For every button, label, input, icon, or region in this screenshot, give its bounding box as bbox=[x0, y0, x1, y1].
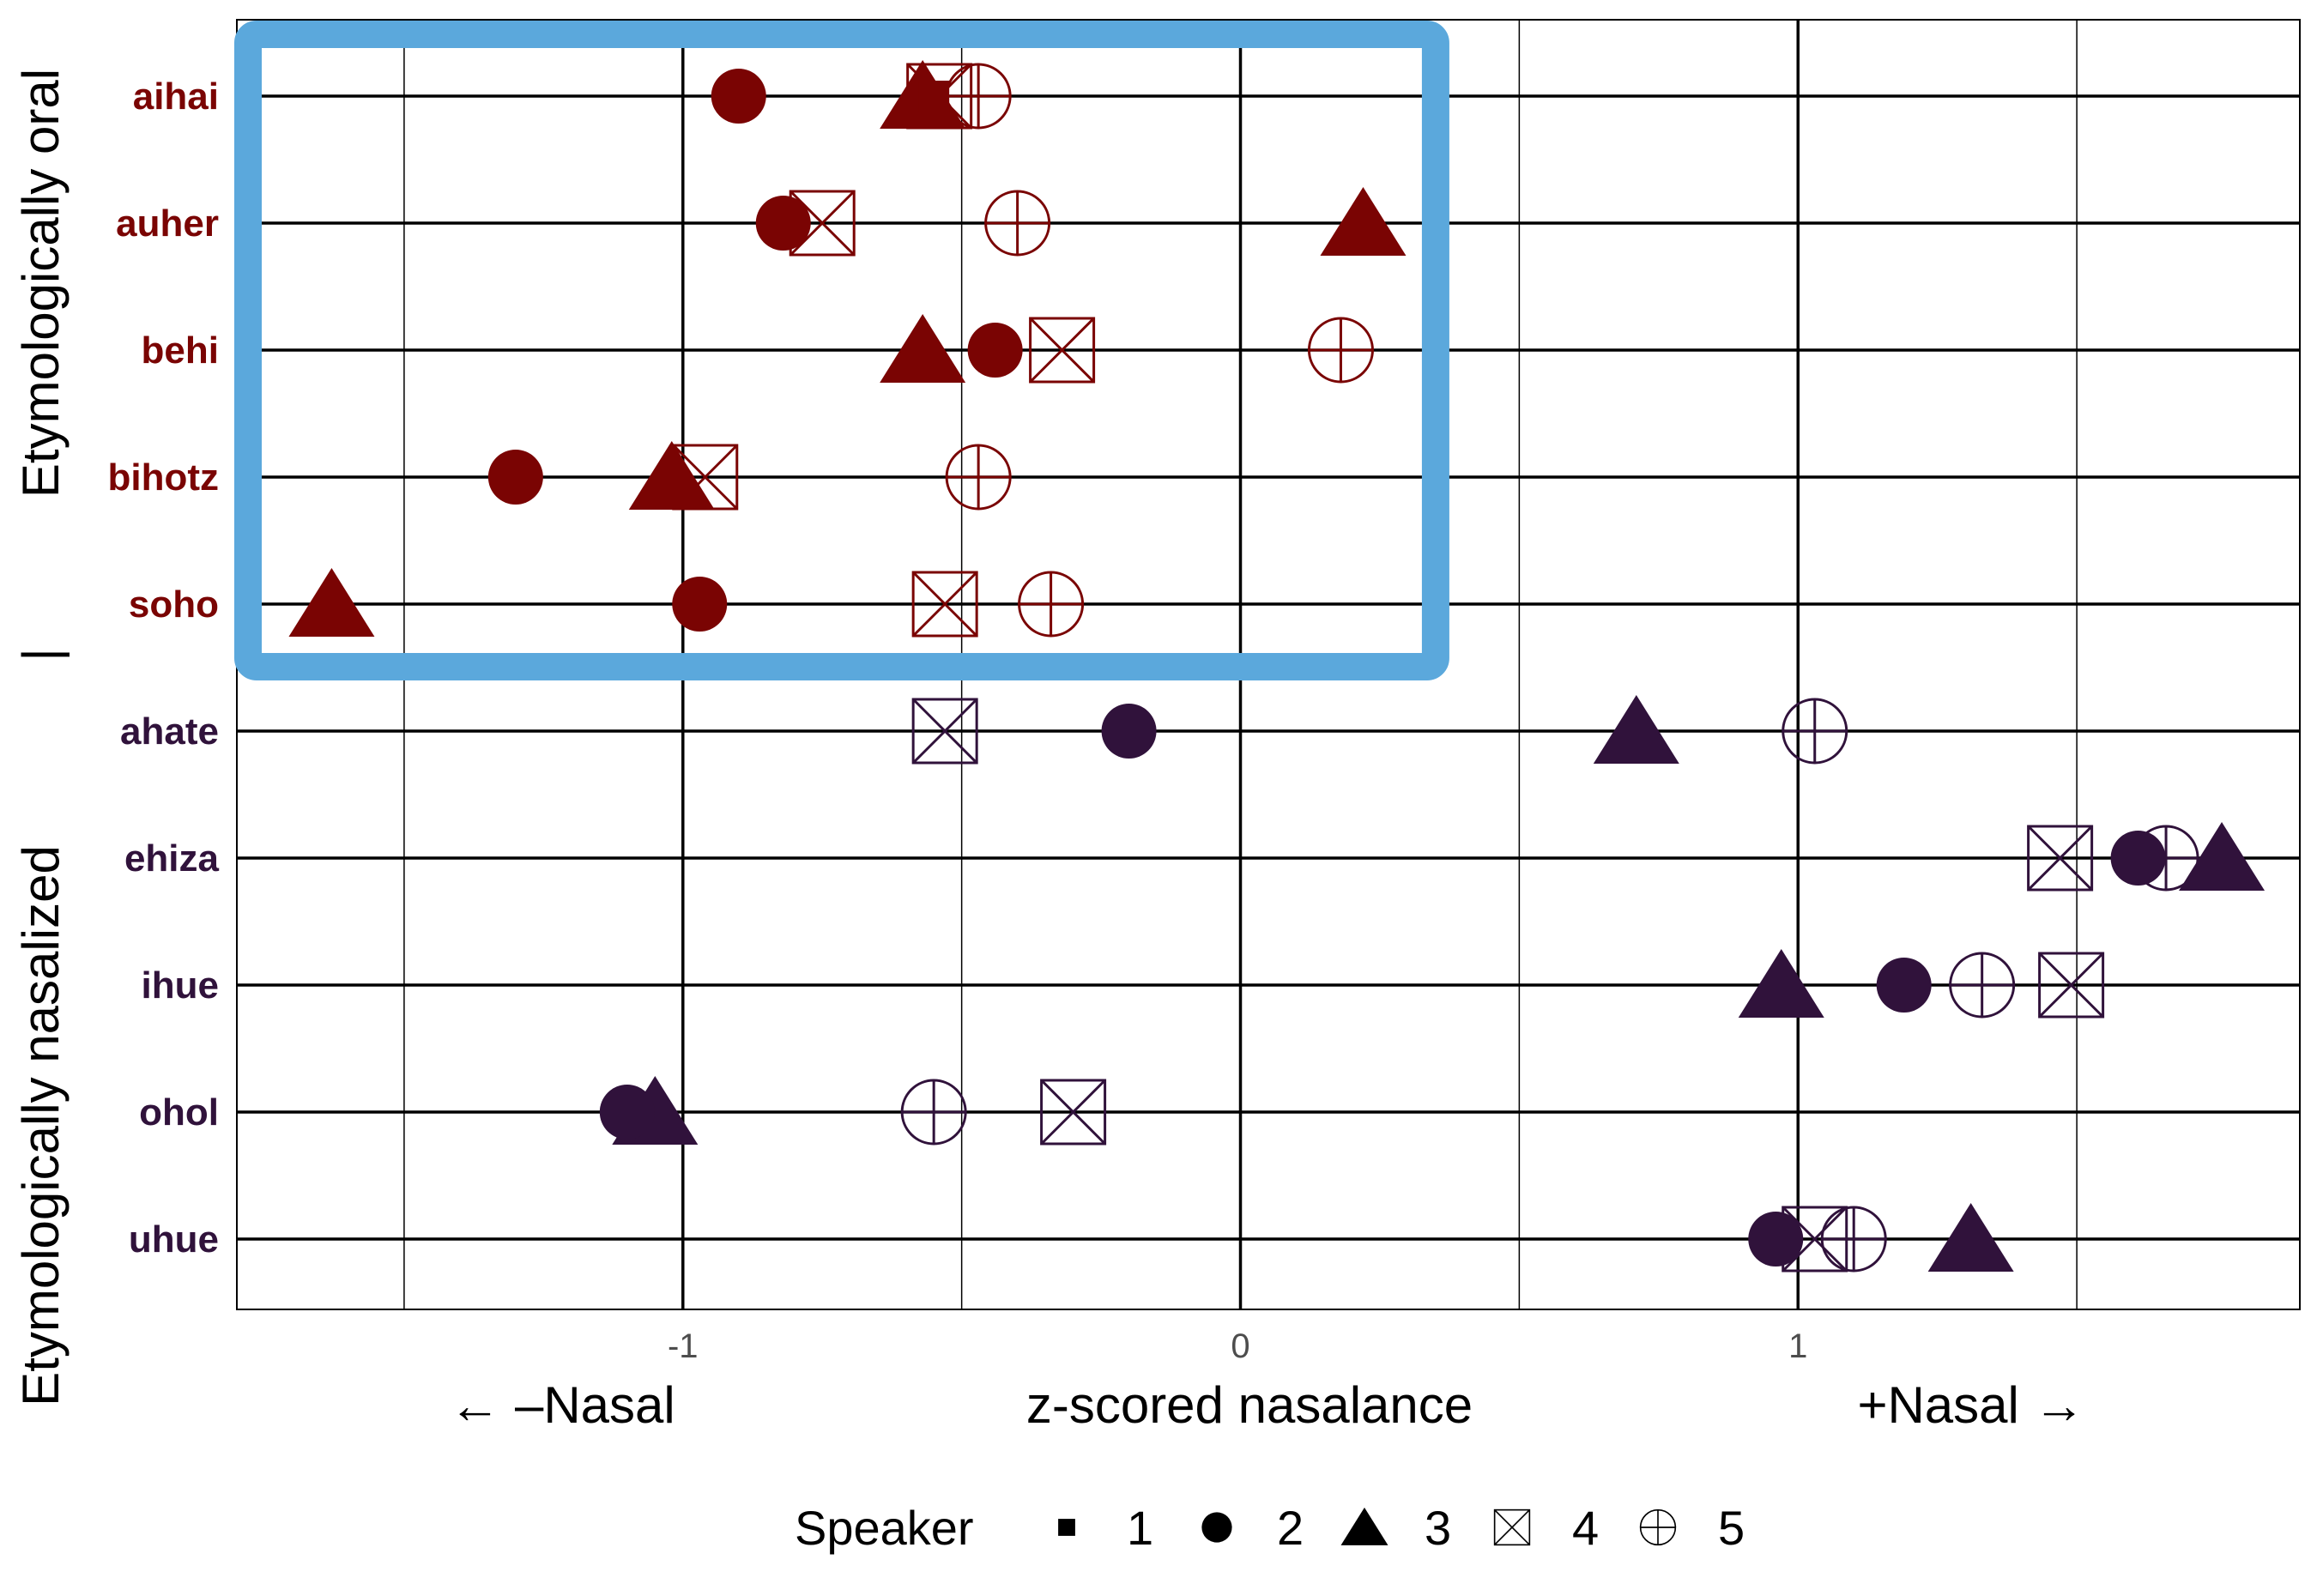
word-label-bihotz: bihotz bbox=[107, 456, 219, 499]
point-bihotz-speaker-5 bbox=[945, 444, 1012, 511]
legend-label-3: 3 bbox=[1425, 1501, 1451, 1555]
point-behi-speaker-2 bbox=[967, 323, 1023, 378]
legend-marker-5 bbox=[1639, 1508, 1677, 1546]
legend-marker-3 bbox=[1340, 1507, 1388, 1545]
point-soho-speaker-5 bbox=[1018, 571, 1085, 638]
point-ihue-speaker-2 bbox=[1876, 958, 1932, 1013]
word-label-aihai: aihai bbox=[133, 76, 219, 118]
word-label-ahate: ahate bbox=[120, 710, 219, 753]
legend-label-2: 2 bbox=[1277, 1501, 1304, 1555]
point-ahate-speaker-2 bbox=[1101, 704, 1157, 759]
legend-title: Speaker bbox=[795, 1501, 974, 1555]
x-tick-labels: -1 0 1 bbox=[668, 1327, 1807, 1365]
legend-label-1: 1 bbox=[1127, 1501, 1153, 1555]
legend-marker-1 bbox=[1058, 1519, 1075, 1536]
x-axis-right-label: +Nasal → bbox=[1857, 1376, 2084, 1434]
point-soho-speaker-3 bbox=[288, 568, 375, 637]
row-gridlines bbox=[237, 94, 2300, 1241]
x-axis-title: z-scored nasalance bbox=[1026, 1376, 1473, 1434]
point-bihotz-speaker-3 bbox=[628, 441, 715, 510]
point-ihue-speaker-5 bbox=[1949, 952, 2016, 1019]
legend-label-4: 4 bbox=[1572, 1501, 1599, 1555]
group-label-oral: Etymologically oral bbox=[12, 69, 70, 498]
word-label-ohol: ohol bbox=[139, 1091, 219, 1134]
group-label-nasalized: Etymologically nasalized bbox=[12, 845, 70, 1406]
point-behi-speaker-3 bbox=[880, 314, 966, 383]
point-uhue-speaker-5 bbox=[1820, 1206, 1887, 1273]
point-ohol-speaker-5 bbox=[900, 1079, 967, 1146]
word-labels: aihai auher behi bihotz soho ahate ehiza ihue oh… bbox=[107, 76, 219, 1260]
x-tick-label: 1 bbox=[1788, 1327, 1807, 1365]
point-auher-speaker-3 bbox=[1320, 187, 1407, 256]
legend-label-5: 5 bbox=[1718, 1501, 1745, 1555]
group-separator: | bbox=[12, 648, 70, 662]
point-behi-speaker-5 bbox=[1307, 317, 1374, 384]
point-ehiza-speaker-4 bbox=[2027, 825, 2094, 892]
point-ihue-speaker-3 bbox=[1738, 949, 1824, 1018]
point-bihotz-speaker-2 bbox=[487, 450, 543, 505]
point-uhue-speaker-2 bbox=[1748, 1212, 1804, 1267]
x-tick-label: -1 bbox=[668, 1327, 699, 1365]
point-ahate-speaker-5 bbox=[1782, 698, 1848, 765]
point-ehiza-speaker-3 bbox=[2179, 822, 2266, 891]
word-label-soho: soho bbox=[129, 583, 219, 626]
point-uhue-speaker-3 bbox=[1927, 1203, 2014, 1272]
legend: Speaker 1 2 3 4 5 bbox=[795, 1501, 1745, 1555]
point-ihue-speaker-4 bbox=[2038, 952, 2105, 1019]
word-label-ehiza: ehiza bbox=[124, 837, 220, 880]
point-soho-speaker-4 bbox=[911, 571, 978, 638]
x-tick-label: 0 bbox=[1231, 1327, 1249, 1365]
point-soho-speaker-2 bbox=[672, 577, 728, 632]
point-auher-speaker-5 bbox=[984, 190, 1051, 257]
word-label-uhue: uhue bbox=[129, 1218, 219, 1260]
legend-marker-4 bbox=[1493, 1508, 1531, 1546]
data-points bbox=[288, 60, 2266, 1273]
point-ehiza-speaker-2 bbox=[2110, 831, 2166, 886]
point-ahate-speaker-4 bbox=[911, 698, 978, 765]
x-axis-left-label: ← –Nasal bbox=[449, 1376, 675, 1434]
point-aihai-speaker-1 bbox=[918, 81, 950, 112]
point-auher-speaker-2 bbox=[755, 196, 811, 251]
word-label-auher: auher bbox=[116, 203, 219, 245]
word-label-behi: behi bbox=[142, 329, 219, 372]
point-behi-speaker-4 bbox=[1029, 317, 1096, 384]
point-ohol-speaker-4 bbox=[1040, 1079, 1107, 1146]
point-ohol-speaker-2 bbox=[599, 1085, 655, 1140]
word-label-ihue: ihue bbox=[142, 964, 219, 1007]
point-ahate-speaker-3 bbox=[1593, 695, 1679, 764]
highlight-box bbox=[233, 21, 1449, 680]
point-aihai-speaker-2 bbox=[711, 69, 766, 124]
legend-marker-2 bbox=[1201, 1512, 1232, 1543]
